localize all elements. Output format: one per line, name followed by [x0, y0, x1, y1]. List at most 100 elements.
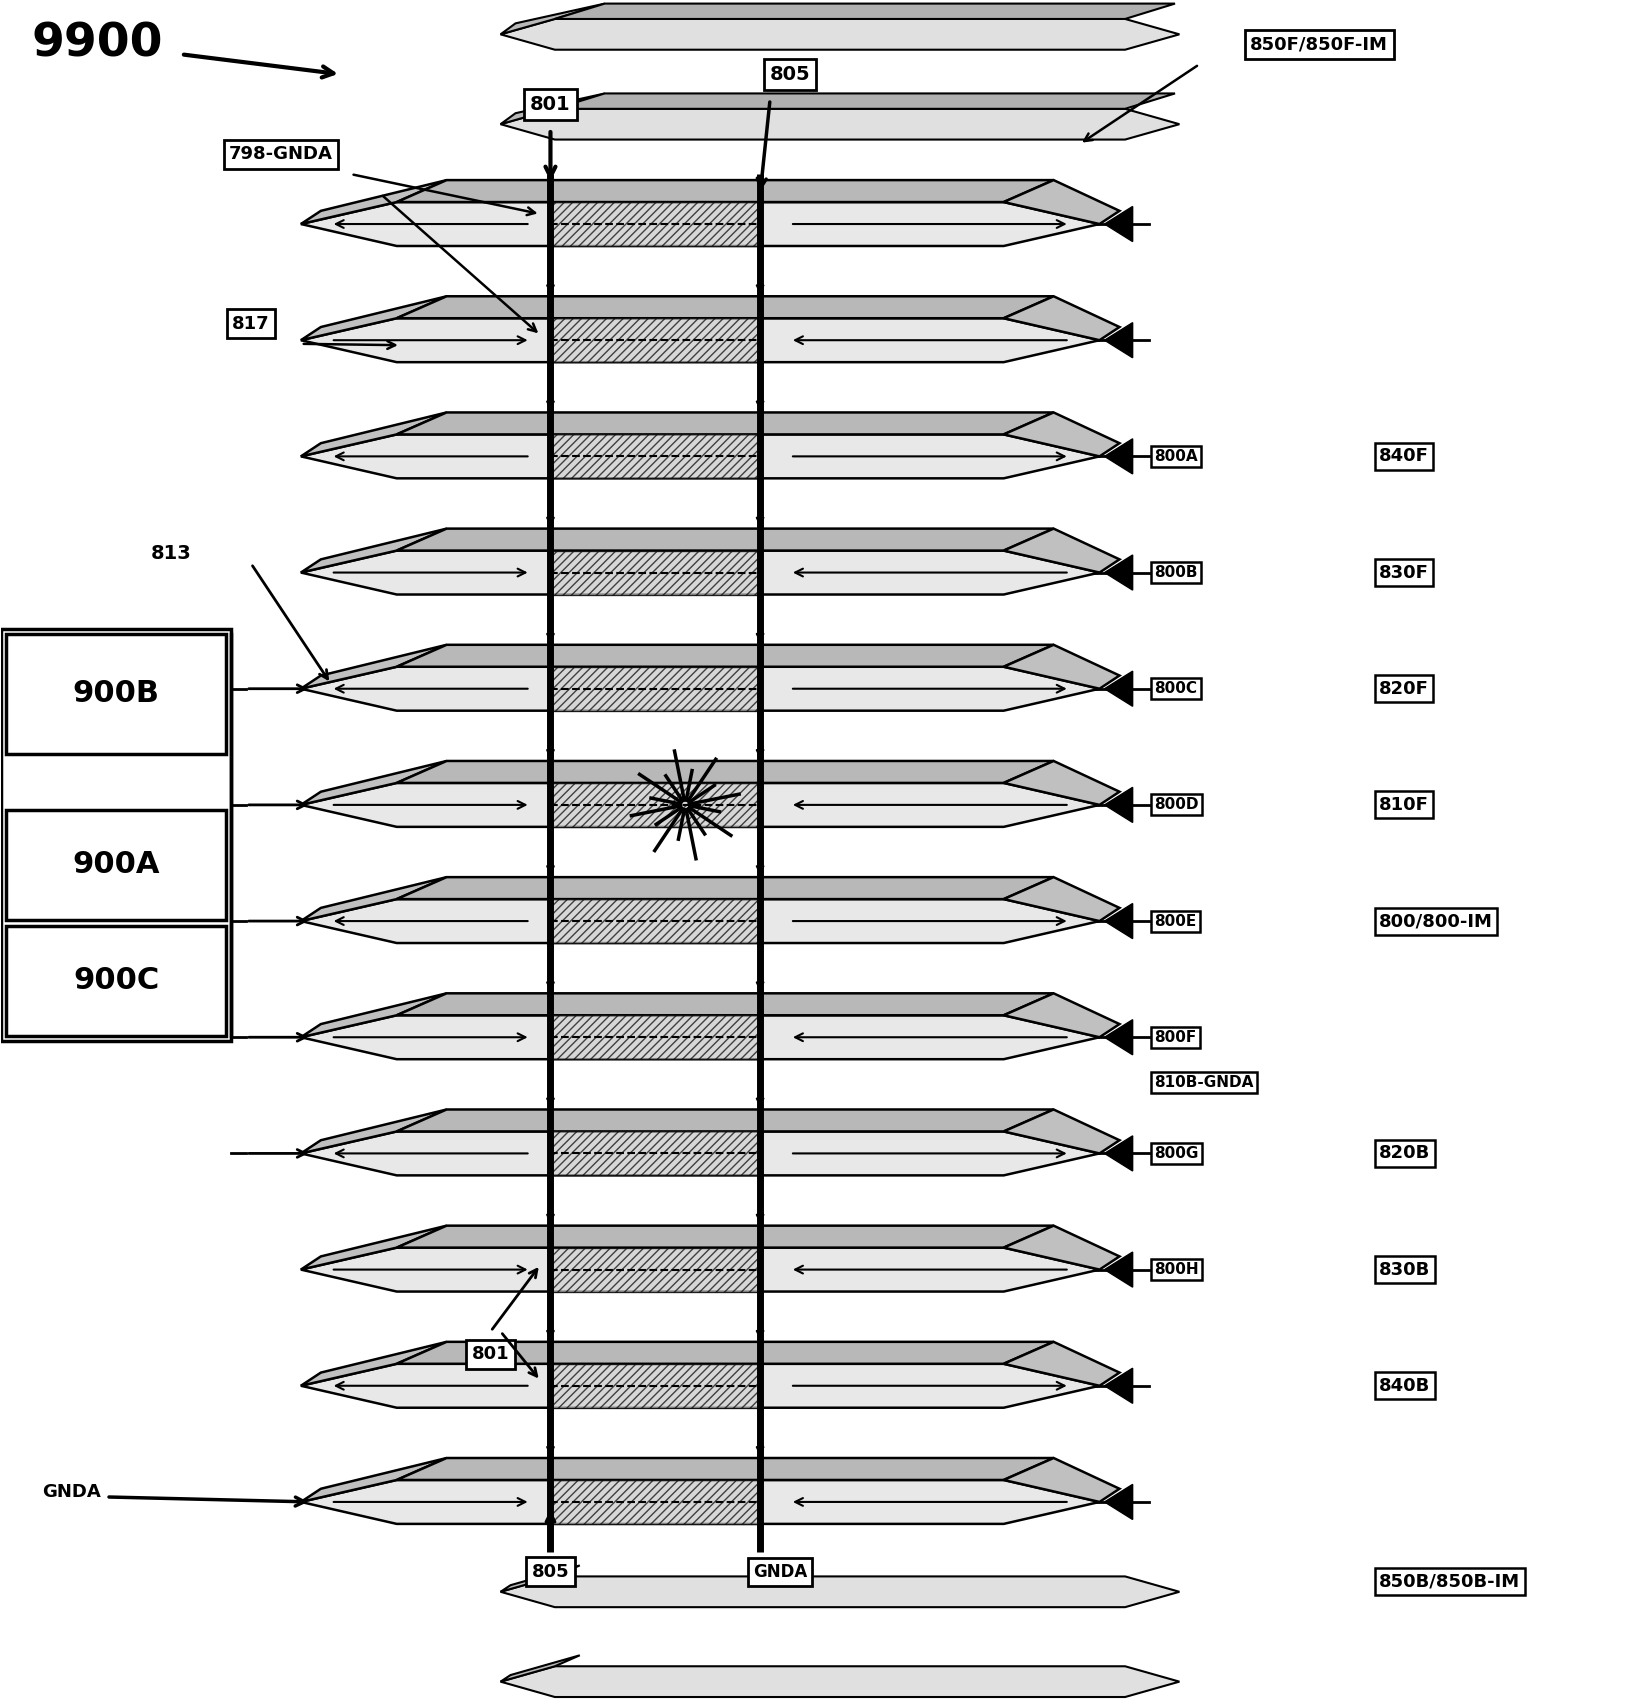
Text: 900A: 900A	[73, 850, 160, 879]
Text: 900B: 900B	[73, 679, 160, 708]
Text: 810B-GNDA: 810B-GNDA	[1155, 1075, 1254, 1090]
Text: 820B: 820B	[1379, 1144, 1431, 1163]
Polygon shape	[551, 1480, 761, 1524]
Polygon shape	[300, 899, 1099, 943]
Polygon shape	[1003, 1109, 1119, 1153]
Polygon shape	[396, 1458, 1054, 1480]
Polygon shape	[300, 1109, 447, 1153]
Polygon shape	[300, 1131, 1099, 1175]
Text: 800F: 800F	[1155, 1030, 1196, 1044]
Polygon shape	[396, 1109, 1054, 1131]
Polygon shape	[300, 318, 1099, 363]
Polygon shape	[500, 94, 606, 124]
Polygon shape	[300, 877, 447, 921]
Text: 805: 805	[771, 65, 810, 83]
Text: 810F: 810F	[1379, 795, 1429, 814]
Polygon shape	[300, 783, 1099, 828]
Polygon shape	[300, 528, 447, 572]
Polygon shape	[1104, 322, 1132, 358]
Polygon shape	[1003, 645, 1119, 688]
FancyBboxPatch shape	[7, 811, 226, 920]
Polygon shape	[1104, 671, 1132, 707]
Text: 800E: 800E	[1155, 913, 1196, 928]
Polygon shape	[1003, 1458, 1119, 1502]
Polygon shape	[300, 434, 1099, 479]
Polygon shape	[1104, 1252, 1132, 1287]
Polygon shape	[396, 1342, 1054, 1364]
Polygon shape	[300, 412, 447, 456]
Polygon shape	[396, 181, 1054, 203]
Polygon shape	[300, 1015, 1099, 1059]
Polygon shape	[551, 1015, 761, 1059]
Polygon shape	[300, 1226, 447, 1270]
Text: 813: 813	[152, 543, 191, 564]
Polygon shape	[300, 761, 447, 806]
Polygon shape	[396, 993, 1054, 1015]
Polygon shape	[1003, 1226, 1119, 1270]
Text: 801: 801	[472, 1345, 510, 1364]
Polygon shape	[1104, 787, 1132, 823]
FancyBboxPatch shape	[7, 926, 226, 1035]
Polygon shape	[551, 1248, 761, 1291]
Polygon shape	[551, 1131, 761, 1175]
Polygon shape	[1003, 296, 1119, 341]
Polygon shape	[300, 645, 447, 688]
Polygon shape	[551, 783, 761, 828]
Polygon shape	[1104, 904, 1132, 938]
Text: 798-GNDA: 798-GNDA	[229, 145, 333, 163]
Text: 800G: 800G	[1155, 1146, 1200, 1161]
Text: 840F: 840F	[1379, 448, 1429, 465]
Polygon shape	[1104, 555, 1132, 591]
Polygon shape	[1104, 439, 1132, 473]
Text: 830F: 830F	[1379, 564, 1429, 581]
Text: 900C: 900C	[73, 967, 160, 996]
Polygon shape	[500, 1655, 579, 1681]
Polygon shape	[300, 296, 447, 341]
Polygon shape	[500, 1666, 1180, 1696]
Text: 840B: 840B	[1379, 1376, 1431, 1395]
Polygon shape	[551, 1364, 761, 1408]
Text: 800H: 800H	[1155, 1262, 1200, 1277]
Polygon shape	[396, 528, 1054, 550]
Polygon shape	[300, 203, 1099, 245]
Polygon shape	[1003, 181, 1119, 225]
Polygon shape	[300, 993, 447, 1037]
Polygon shape	[551, 203, 761, 245]
FancyBboxPatch shape	[7, 634, 226, 754]
Text: 800D: 800D	[1155, 797, 1200, 812]
Polygon shape	[396, 1226, 1054, 1248]
Polygon shape	[1003, 1342, 1119, 1386]
Polygon shape	[396, 877, 1054, 899]
Text: 801: 801	[530, 95, 571, 114]
Polygon shape	[300, 1248, 1099, 1291]
Text: 830B: 830B	[1379, 1260, 1431, 1279]
Text: 800B: 800B	[1155, 565, 1198, 581]
Polygon shape	[1104, 1020, 1132, 1054]
Polygon shape	[300, 668, 1099, 710]
Text: 800C: 800C	[1155, 681, 1198, 697]
Polygon shape	[1104, 1485, 1132, 1519]
Text: 800A: 800A	[1155, 450, 1198, 463]
Polygon shape	[500, 19, 1180, 49]
Text: 850B/850B-IM: 850B/850B-IM	[1379, 1574, 1520, 1591]
Polygon shape	[500, 1565, 579, 1592]
Polygon shape	[1104, 206, 1132, 242]
Polygon shape	[1104, 1136, 1132, 1172]
Polygon shape	[551, 318, 761, 363]
Text: 800/800-IM: 800/800-IM	[1379, 913, 1493, 930]
Polygon shape	[396, 412, 1054, 434]
Polygon shape	[554, 3, 1175, 19]
Polygon shape	[551, 550, 761, 594]
Text: 805: 805	[531, 1563, 569, 1580]
Polygon shape	[1003, 528, 1119, 572]
Polygon shape	[300, 1342, 447, 1386]
Polygon shape	[551, 899, 761, 943]
Text: 817: 817	[233, 315, 271, 332]
Polygon shape	[396, 296, 1054, 318]
Text: GNDA: GNDA	[752, 1563, 807, 1580]
Text: 850F/850F-IM: 850F/850F-IM	[1251, 36, 1388, 53]
Polygon shape	[551, 668, 761, 710]
Polygon shape	[396, 645, 1054, 668]
Text: 9900: 9900	[31, 22, 163, 66]
Polygon shape	[300, 1480, 1099, 1524]
